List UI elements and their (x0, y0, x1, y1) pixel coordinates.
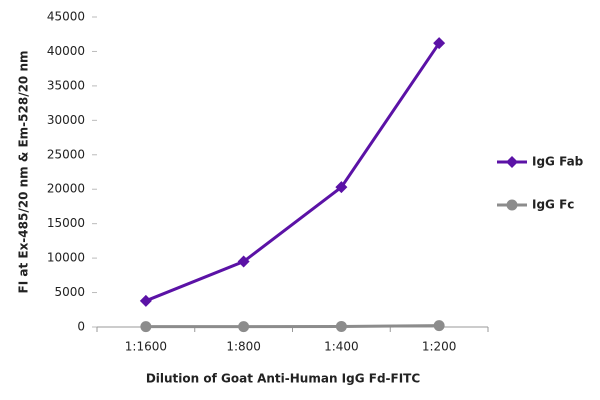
x-axis-title: Dilution of Goat Anti-Human IgG Fd-FITC (146, 372, 421, 386)
y-tick-label: 5000 (54, 285, 85, 299)
legend-marker (506, 199, 518, 211)
legend-marker (506, 156, 518, 168)
x-tick-label: 1:800 (226, 340, 261, 354)
x-tick-label: 1:400 (324, 340, 359, 354)
y-tick-label: 0 (77, 320, 85, 334)
data-point (238, 321, 250, 333)
y-tick-label: 35000 (47, 78, 85, 92)
data-point (433, 37, 446, 50)
data-point (139, 294, 152, 307)
x-tick-label: 1:200 (422, 340, 457, 354)
y-tick-label: 45000 (47, 10, 85, 24)
data-point (335, 320, 347, 332)
legend-label: IgG Fab (532, 155, 584, 169)
x-tick-label: 1:1600 (125, 340, 167, 354)
data-point (140, 321, 152, 333)
y-axis-title: FI at Ex-485/20 nm & Em-528/20 nm (17, 51, 31, 294)
y-tick-label: 10000 (47, 251, 85, 265)
data-point (433, 320, 445, 332)
y-tick-label: 40000 (47, 44, 85, 58)
series-line (145, 324, 440, 329)
y-tick-label: 20000 (47, 182, 85, 196)
data-point (335, 181, 348, 194)
legend-label: IgG Fc (532, 198, 574, 212)
y-tick-label: 30000 (47, 113, 85, 127)
series-line (145, 42, 441, 303)
y-tick-label: 25000 (47, 147, 85, 161)
y-tick-label: 15000 (47, 216, 85, 230)
data-point (237, 255, 250, 268)
